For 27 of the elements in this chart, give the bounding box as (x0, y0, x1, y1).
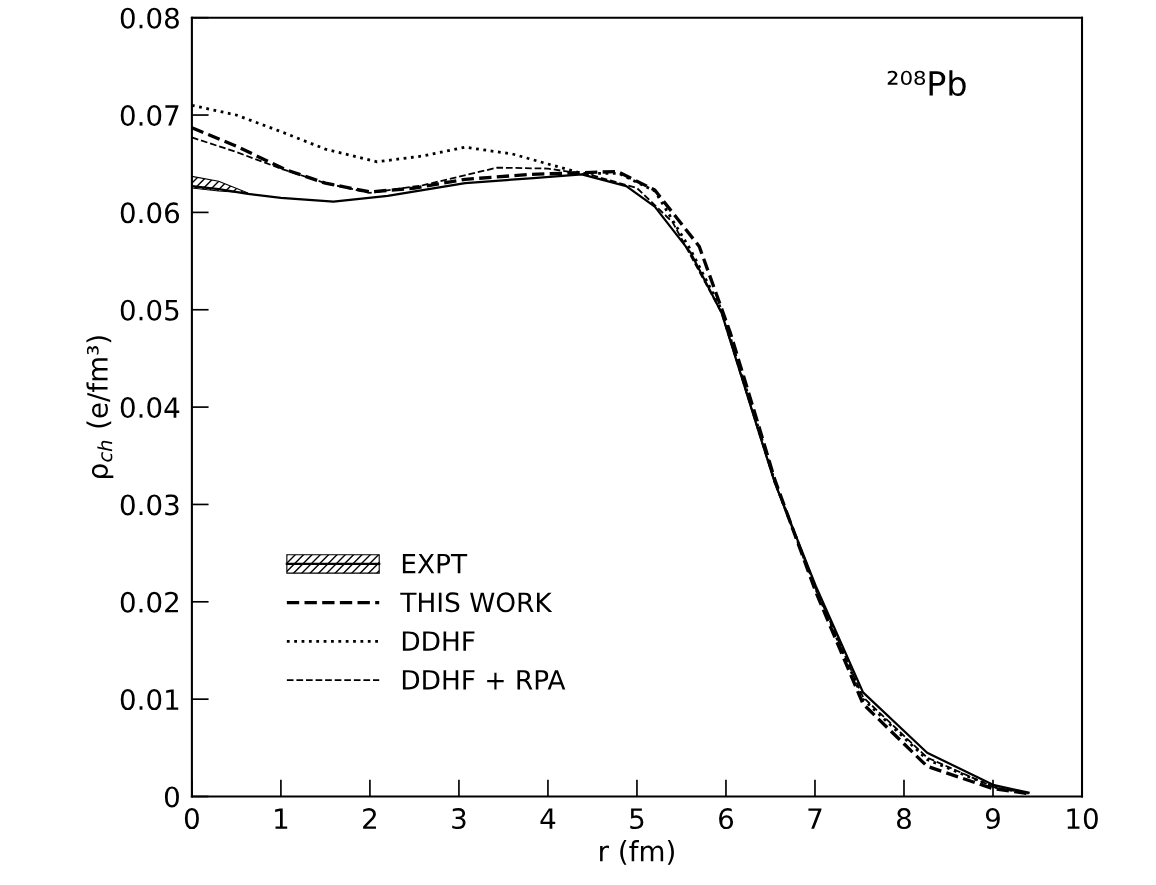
y-tick-label: 0.08 (120, 7, 179, 29)
y-tick-label: 0.05 (120, 299, 179, 321)
x-tick-label: 2 (363, 808, 376, 829)
x-tick-label: 7 (808, 808, 822, 829)
y-tick-label: 0.02 (120, 591, 178, 613)
x-tick-label: 0 (184, 808, 199, 830)
legend-label: DDHF (402, 631, 475, 651)
y-tick-label: 0.03 (120, 494, 179, 516)
x-tick-label: 1 (275, 808, 288, 829)
legend-label: EXPT (402, 553, 468, 574)
y-tick-label: 0.04 (120, 397, 180, 419)
y-tick-label: 0 (164, 786, 179, 808)
x-tick-label: 5 (630, 808, 644, 830)
x-tick-label: 4 (540, 808, 556, 829)
y-tick-label: 0.01 (120, 689, 179, 711)
legend-label: THIS WORK (400, 592, 553, 613)
y-tick-label: 0.07 (120, 104, 179, 126)
y-axis-title: ρ$_{ch}$ (e/fm³) (86, 336, 114, 478)
annotation: ²⁰⁸Pb (887, 70, 966, 97)
x-tick-label: 9 (985, 808, 1000, 830)
y-tick-label: 0.06 (120, 202, 180, 224)
x-tick-label: 6 (719, 808, 734, 830)
x-tick-label: 10 (1067, 808, 1098, 830)
x-tick-label: 8 (897, 808, 911, 830)
x-tick-label: 3 (452, 808, 466, 830)
x-axis-title: r (fm) (600, 840, 674, 865)
legend-label: DDHF + RPA (402, 670, 566, 690)
